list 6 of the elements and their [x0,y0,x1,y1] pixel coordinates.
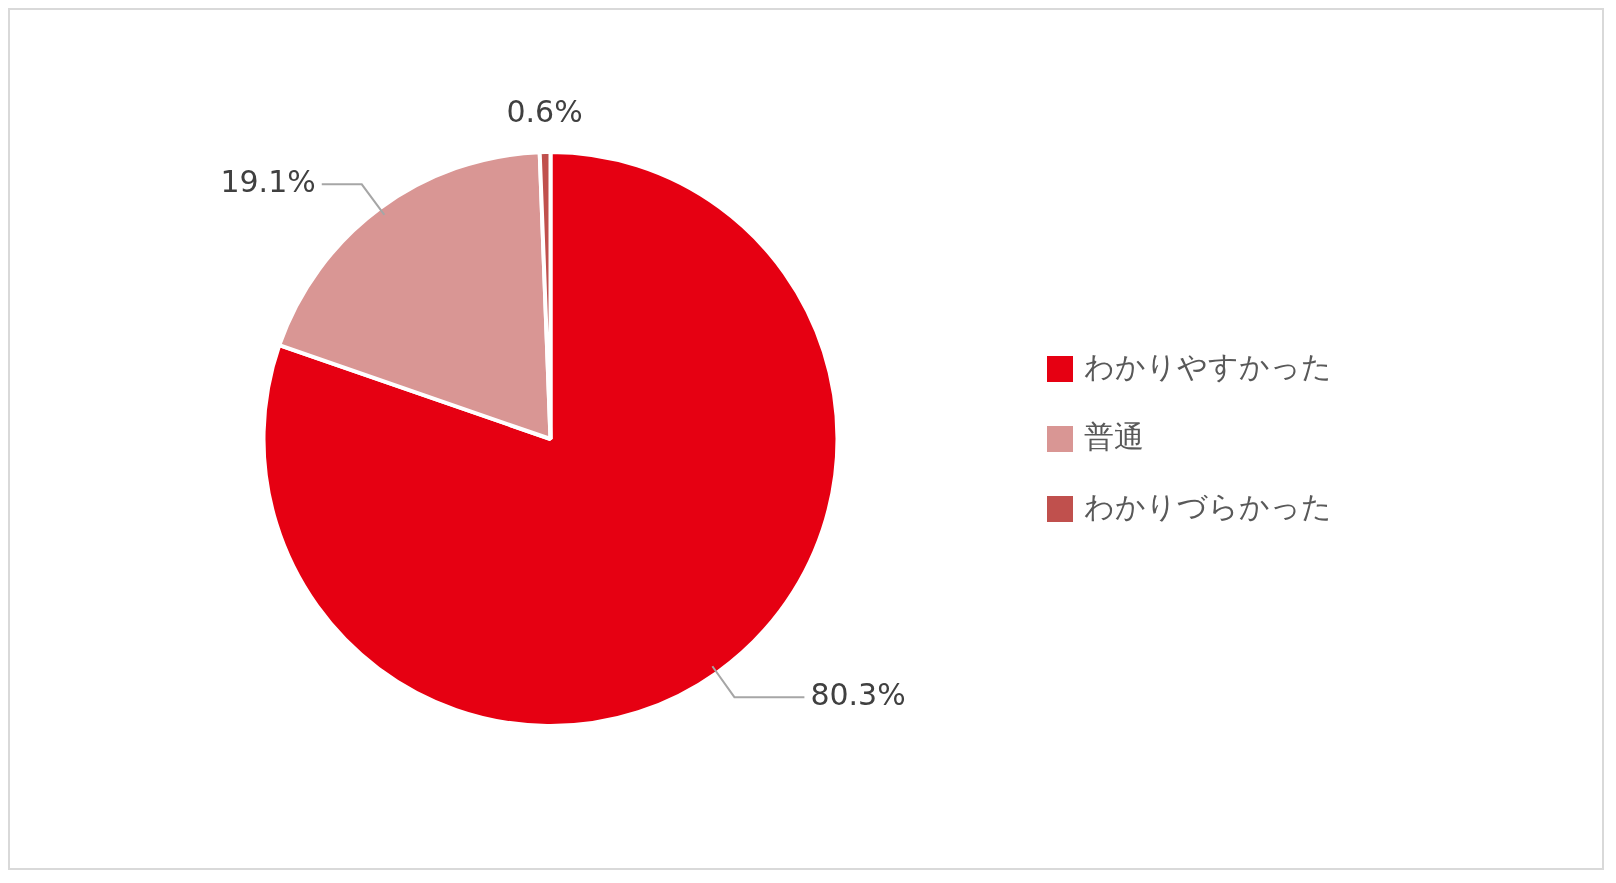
data-label: 80.3% [810,677,906,712]
data-label: 19.1% [220,164,316,200]
legend-label: 普通 [1084,418,1144,454]
legend-label: わかりやすかった [1084,348,1332,384]
data-label: 0.6% [506,93,583,129]
legend-label: わかりづらかった [1084,488,1332,524]
